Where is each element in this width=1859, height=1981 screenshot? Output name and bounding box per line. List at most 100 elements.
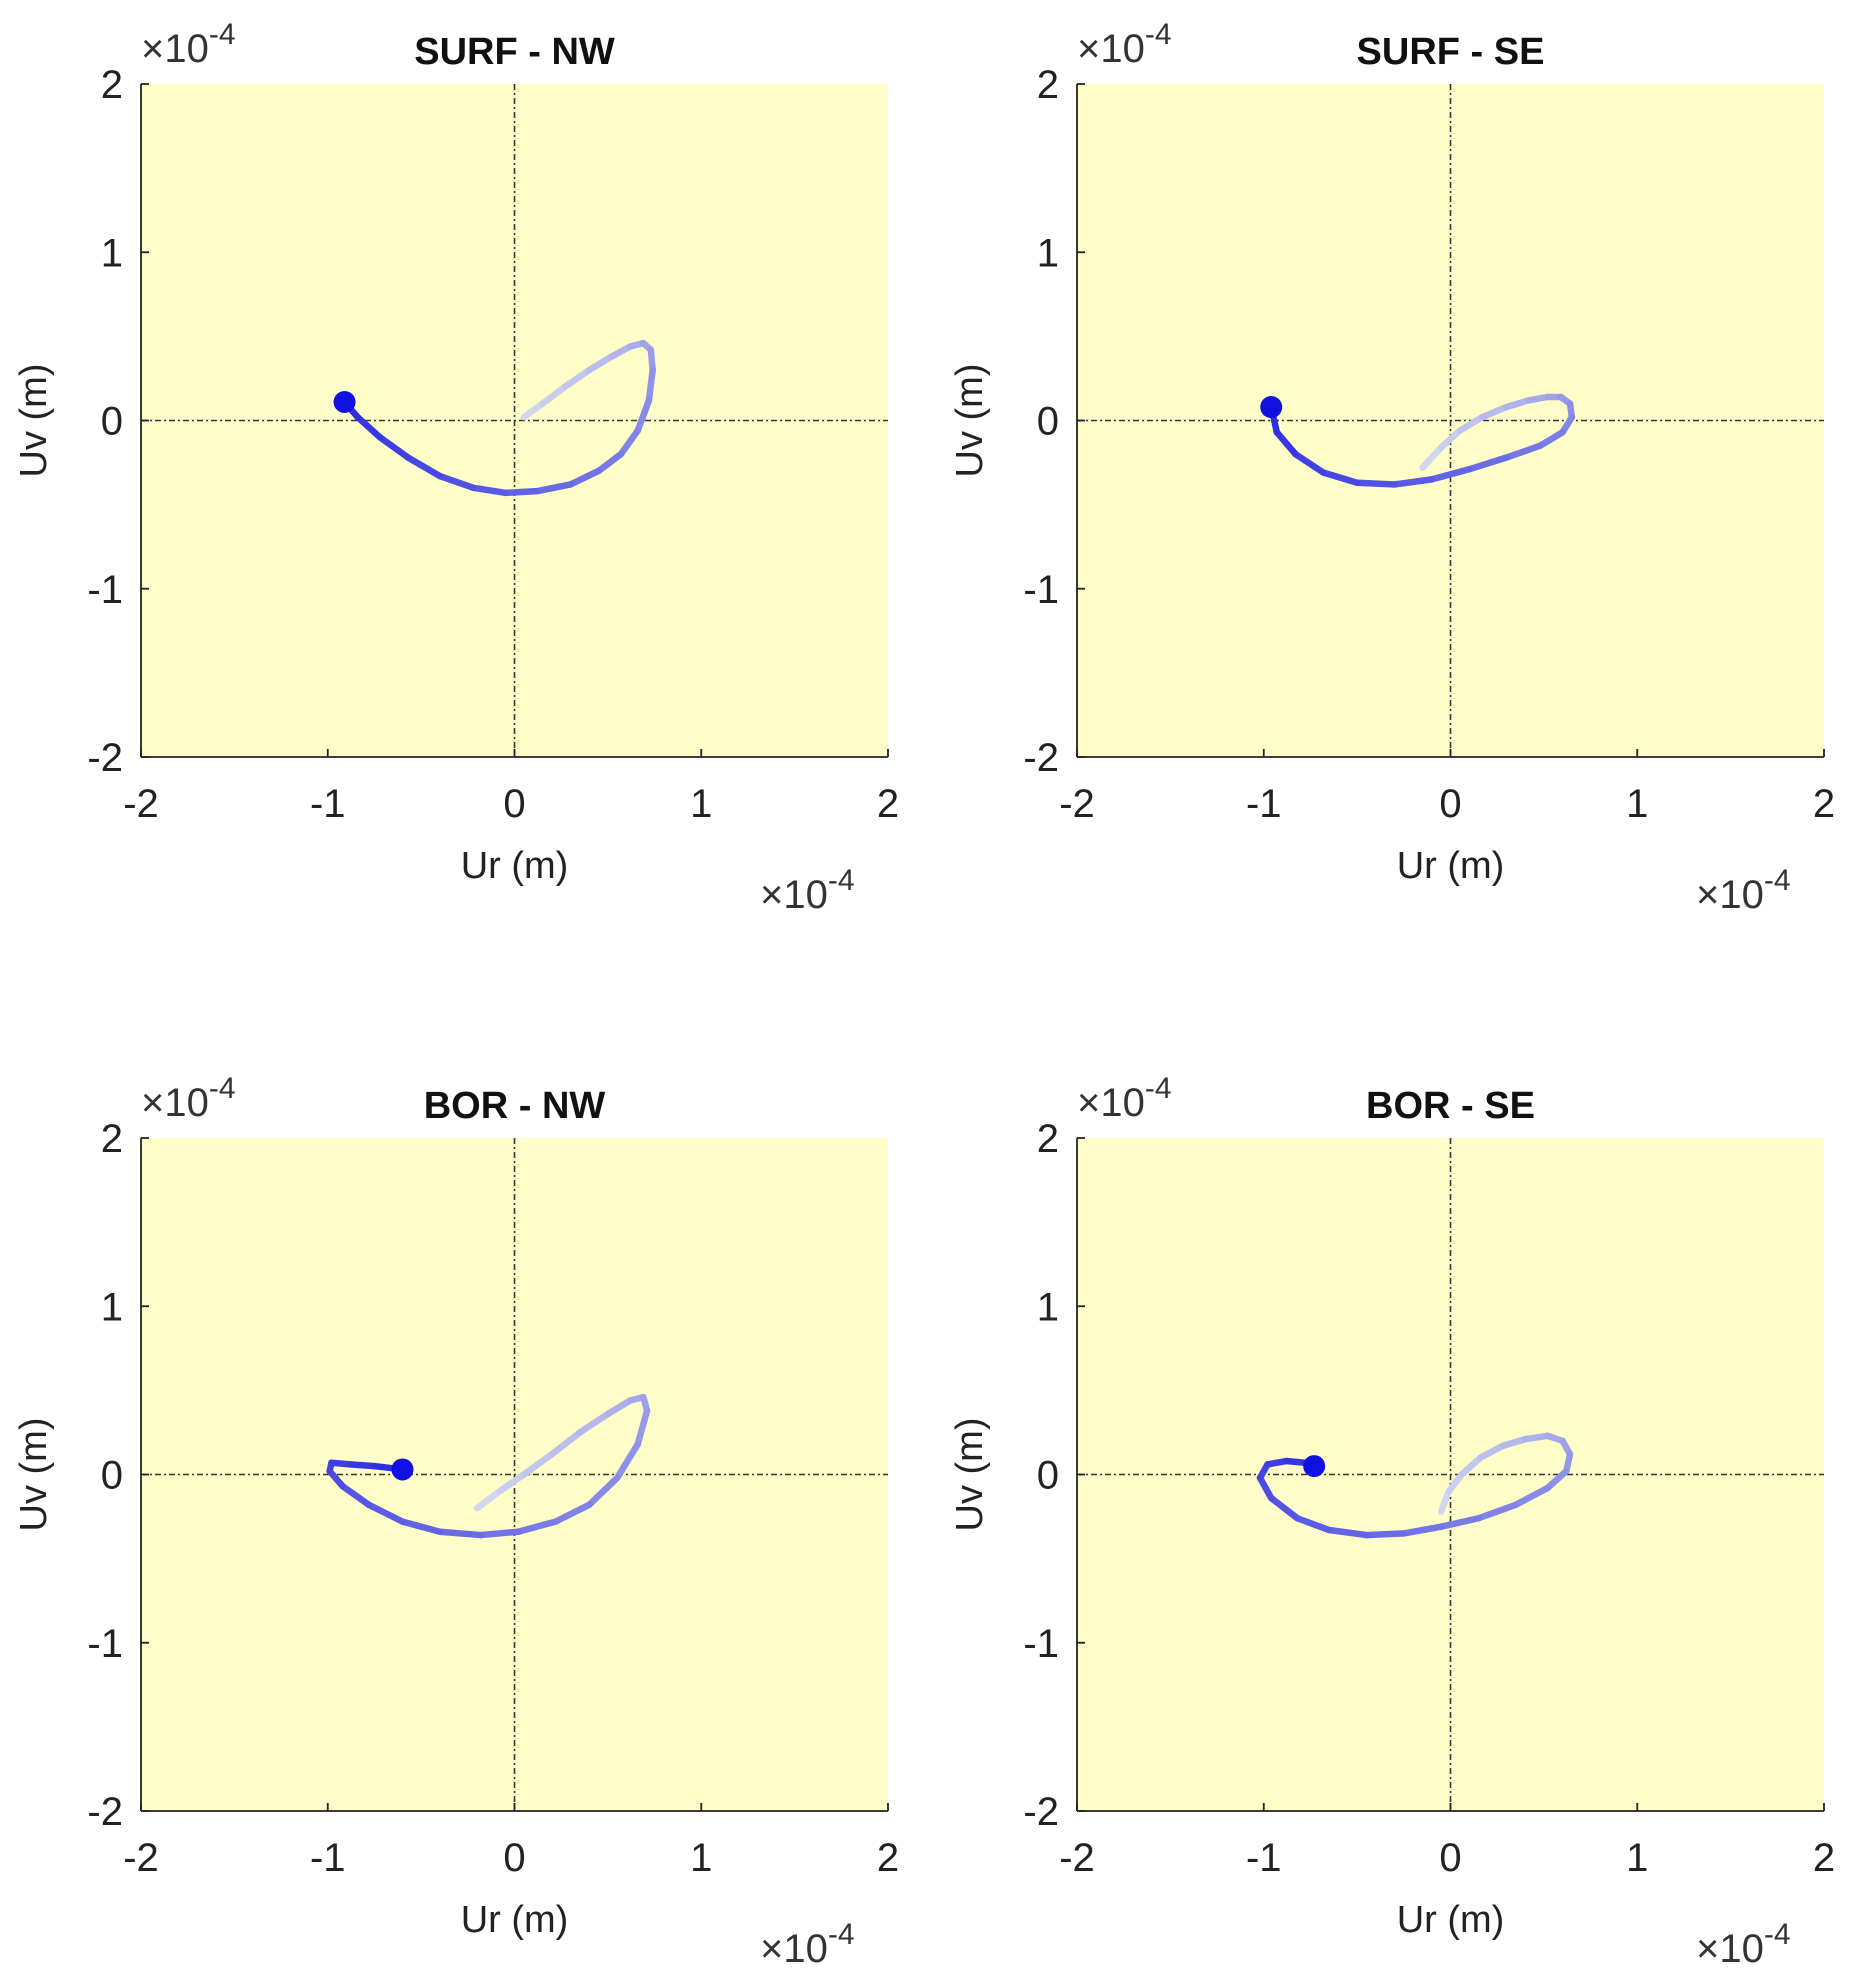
- trajectory-segment: [1437, 1488, 1452, 1515]
- x-tick-label: 0: [503, 782, 525, 826]
- x-axis-label: Ur (m): [1397, 1899, 1505, 1941]
- y-axis-label: Uv (m): [949, 364, 991, 478]
- y-tick-label: 0: [1037, 1454, 1059, 1498]
- x-tick-label: -1: [1246, 782, 1282, 826]
- y-tick-label: -1: [87, 568, 123, 612]
- trajectory-segment: [365, 1501, 406, 1525]
- y-tick-label: 1: [101, 1285, 123, 1329]
- y-tick-label: 1: [101, 231, 123, 275]
- x-tick-label: -2: [1059, 1836, 1095, 1880]
- x-tick-label: 1: [690, 1836, 712, 1880]
- trajectory-segment: [1475, 1501, 1520, 1522]
- y-tick-label: -1: [1023, 568, 1059, 612]
- trajectory-segment: [634, 397, 653, 434]
- trajectory-segment: [436, 1528, 485, 1539]
- trajectory-segment: [520, 1451, 556, 1478]
- y-tick-label: -1: [87, 1622, 123, 1666]
- x-tick-label: -1: [310, 782, 346, 826]
- trajectory-segment: [1499, 1435, 1529, 1450]
- y-tick-label: 2: [101, 63, 123, 107]
- trajectory-segment: [585, 353, 615, 374]
- x-exponent-label: ×10-4: [1696, 864, 1791, 917]
- x-multiplier: ×10: [1696, 1927, 1764, 1971]
- y-exponent: -4: [1145, 1072, 1172, 1105]
- y-axis-label: Uv (m): [13, 364, 55, 478]
- chart-title: SURF - SE: [1357, 31, 1545, 73]
- trajectory-segment: [1512, 1484, 1551, 1509]
- x-tick-label: -2: [123, 782, 159, 826]
- trajectory-segment: [1363, 1530, 1408, 1539]
- y-tick-label: 0: [1037, 400, 1059, 444]
- x-exponent: -4: [1764, 864, 1791, 897]
- trajectory-segment: [470, 484, 509, 497]
- trajectory-segment: [346, 1461, 378, 1470]
- trajectory-end-marker: [1260, 396, 1283, 419]
- chart-title: BOR - NW: [424, 1085, 606, 1127]
- trajectory-segment: [1353, 479, 1398, 488]
- trajectory-segment: [647, 346, 656, 374]
- trajectory-segment: [1445, 1471, 1465, 1495]
- trajectory-segment: [548, 1429, 584, 1458]
- trajectory-segment: [1456, 413, 1486, 434]
- trajectory-segment: [1544, 1467, 1570, 1492]
- y-exponent-label: ×10-4: [141, 1072, 236, 1125]
- y-tick-label: -1: [1023, 1622, 1059, 1666]
- y-axis-label: Uv (m): [13, 1418, 55, 1532]
- trajectory-segment: [326, 1467, 346, 1490]
- x-exponent: -4: [1764, 1918, 1791, 1951]
- x-exponent: -4: [828, 864, 855, 897]
- x-tick-label: 2: [877, 1836, 899, 1880]
- trajectory-segment: [1273, 429, 1299, 458]
- y-tick-label: -2: [1023, 736, 1059, 780]
- x-exponent-label: ×10-4: [760, 864, 855, 917]
- trajectory-segment: [1292, 450, 1327, 476]
- x-multiplier: ×10: [1696, 873, 1764, 917]
- x-tick-label: -2: [123, 1836, 159, 1880]
- trajectory-end-marker: [1303, 1455, 1326, 1478]
- trajectory-segment: [1294, 1514, 1333, 1534]
- trajectory-segment: [1419, 444, 1445, 471]
- y-tick-label: 2: [1037, 1117, 1059, 1161]
- x-tick-label: 2: [877, 782, 899, 826]
- y-multiplier: ×10: [1077, 27, 1145, 71]
- trajectory-segment: [339, 1483, 373, 1509]
- x-tick-label: 0: [1439, 1836, 1461, 1880]
- y-tick-label: 1: [1037, 231, 1059, 275]
- y-tick-label: 0: [101, 1454, 123, 1498]
- trajectory-segment: [404, 454, 444, 480]
- x-axis-label: Ur (m): [461, 1899, 569, 1941]
- trajectory-segment: [354, 413, 384, 441]
- x-multiplier: ×10: [760, 873, 828, 917]
- y-tick-label: -2: [87, 736, 123, 780]
- trajectory-segment: [576, 1410, 612, 1436]
- trajectory-segment: [1325, 1526, 1370, 1539]
- chart-title: BOR - SE: [1366, 1085, 1535, 1127]
- trajectory-segment: [539, 383, 569, 407]
- y-exponent-label: ×10-4: [1077, 1072, 1172, 1125]
- x-tick-label: -2: [1059, 782, 1095, 826]
- trajectory-segment: [533, 481, 574, 495]
- trajectory-segment: [496, 1471, 528, 1495]
- trajectory-segment: [1437, 1514, 1482, 1530]
- trajectory-segment: [634, 1407, 651, 1448]
- trajectory-segment: [376, 434, 412, 461]
- trajectory-segment: [1521, 1432, 1551, 1443]
- y-exponent: -4: [1145, 18, 1172, 51]
- y-exponent-label: ×10-4: [141, 18, 236, 71]
- x-tick-label: 1: [1626, 782, 1648, 826]
- trajectory-segment: [608, 343, 634, 360]
- trajectory-segment: [1478, 403, 1510, 421]
- trajectory-segment: [567, 467, 602, 488]
- x-tick-label: 2: [1813, 1836, 1835, 1880]
- x-tick-label: -1: [1246, 1836, 1282, 1880]
- trajectory-segment: [501, 487, 541, 497]
- trajectory-segment: [520, 400, 546, 421]
- trajectory-segment: [1256, 1474, 1275, 1502]
- trajectory-segment: [604, 1397, 634, 1418]
- trajectory-segment: [1400, 1523, 1445, 1537]
- trajectory-segment: [1391, 476, 1436, 488]
- chart-title: SURF - NW: [414, 31, 615, 73]
